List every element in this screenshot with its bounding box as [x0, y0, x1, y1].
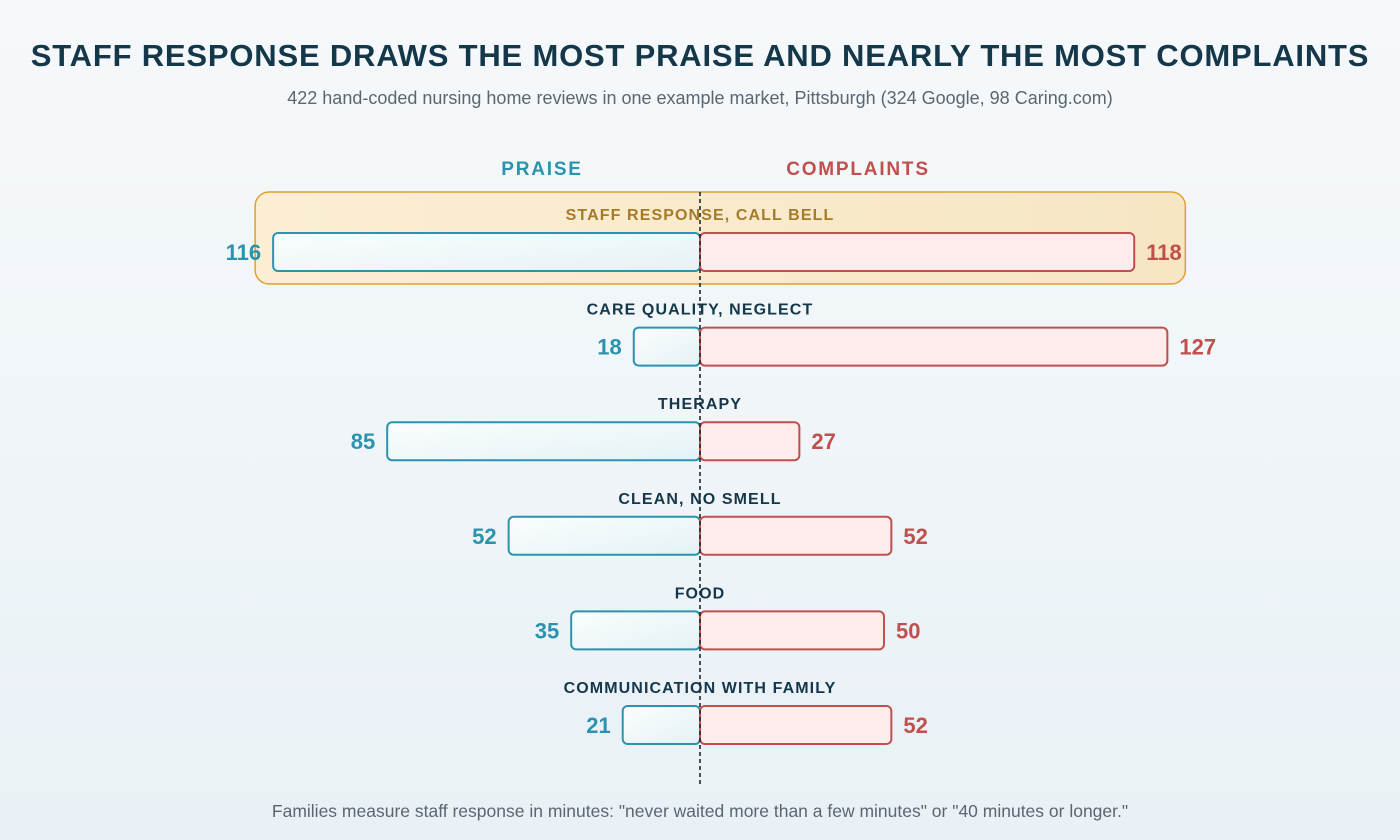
chart-title: STAFF RESPONSE DRAWS THE MOST PRAISE AND… [30, 38, 1370, 73]
complaints-value: 118 [1146, 240, 1182, 265]
praise-value: 21 [586, 713, 610, 738]
praise-bar [272, 232, 701, 272]
praise-value: 18 [597, 335, 621, 360]
complaints-bar [699, 515, 893, 556]
praise-bar [507, 515, 702, 556]
complaints-bar [699, 232, 1136, 272]
complaints-bar [699, 421, 801, 462]
praise-value: 35 [535, 618, 559, 643]
complaints-value: 127 [1179, 335, 1216, 360]
praise-bar [621, 705, 701, 745]
praise-value: 116 [226, 240, 262, 265]
praise-bar [570, 610, 702, 651]
praise-bar [632, 326, 702, 367]
complaints-bar [699, 326, 1169, 367]
praise-bar [386, 421, 701, 462]
category-label: CLEAN, NO SMELL [618, 491, 781, 508]
complaints-value: 27 [811, 429, 835, 454]
category-label: CARE QUALITY, NEGLECT [587, 302, 814, 319]
chart-subtitle: 422 hand-coded nursing home reviews in o… [287, 88, 1113, 108]
complaints-header: COMPLAINTS [786, 159, 930, 180]
complaints-bar [699, 705, 893, 745]
praise-value: 52 [472, 524, 496, 549]
praise-header: PRAISE [501, 159, 583, 180]
complaints-bar [699, 610, 885, 651]
complaints-value: 52 [903, 713, 927, 738]
chart-footnote: Families measure staff response in minut… [271, 801, 1129, 821]
complaints-value: 50 [896, 618, 920, 643]
category-label: COMMUNICATION WITH FAMILY [564, 680, 837, 697]
complaints-value: 52 [903, 524, 927, 549]
praise-value: 85 [351, 429, 375, 454]
